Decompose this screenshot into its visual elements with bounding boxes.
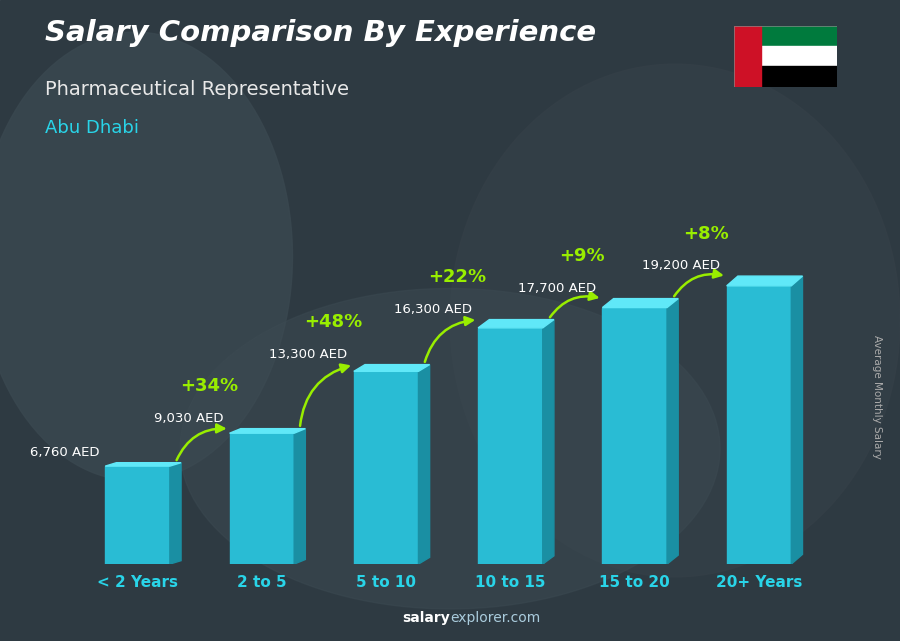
Text: 6,760 AED: 6,760 AED (30, 445, 99, 459)
Polygon shape (105, 463, 181, 466)
Text: Average Monthly Salary: Average Monthly Salary (872, 335, 883, 460)
Text: 9,030 AED: 9,030 AED (154, 412, 223, 424)
Text: 13,300 AED: 13,300 AED (269, 347, 347, 361)
Bar (761, 26, 837, 46)
Text: Abu Dhabi: Abu Dhabi (45, 119, 139, 137)
Polygon shape (543, 320, 553, 564)
Text: +8%: +8% (683, 225, 729, 243)
Bar (726, 286, 791, 564)
Text: 19,200 AED: 19,200 AED (643, 259, 721, 272)
Bar (105, 466, 170, 564)
Text: 17,700 AED: 17,700 AED (518, 281, 596, 295)
Bar (602, 308, 667, 564)
Polygon shape (354, 365, 429, 371)
Polygon shape (667, 299, 679, 564)
Ellipse shape (450, 64, 900, 577)
Bar (478, 328, 543, 564)
Polygon shape (791, 276, 803, 564)
Text: +34%: +34% (180, 378, 238, 395)
Polygon shape (230, 429, 305, 433)
Bar (761, 66, 837, 87)
Text: Salary Comparison By Experience: Salary Comparison By Experience (45, 19, 596, 47)
Bar (230, 433, 294, 564)
Text: +9%: +9% (559, 247, 605, 265)
Ellipse shape (0, 32, 292, 481)
Polygon shape (418, 365, 429, 564)
Polygon shape (726, 276, 803, 286)
Text: 16,300 AED: 16,300 AED (394, 303, 472, 315)
Text: +48%: +48% (304, 313, 362, 331)
Ellipse shape (180, 288, 720, 609)
Text: Pharmaceutical Representative: Pharmaceutical Representative (45, 80, 349, 99)
Polygon shape (478, 320, 554, 328)
Text: explorer.com: explorer.com (450, 611, 540, 625)
Bar (354, 371, 418, 564)
Polygon shape (602, 299, 679, 308)
Text: +22%: +22% (428, 268, 486, 287)
Bar (761, 46, 837, 66)
Polygon shape (170, 463, 181, 564)
Text: salary: salary (402, 611, 450, 625)
Polygon shape (294, 429, 305, 564)
Bar (734, 26, 761, 87)
